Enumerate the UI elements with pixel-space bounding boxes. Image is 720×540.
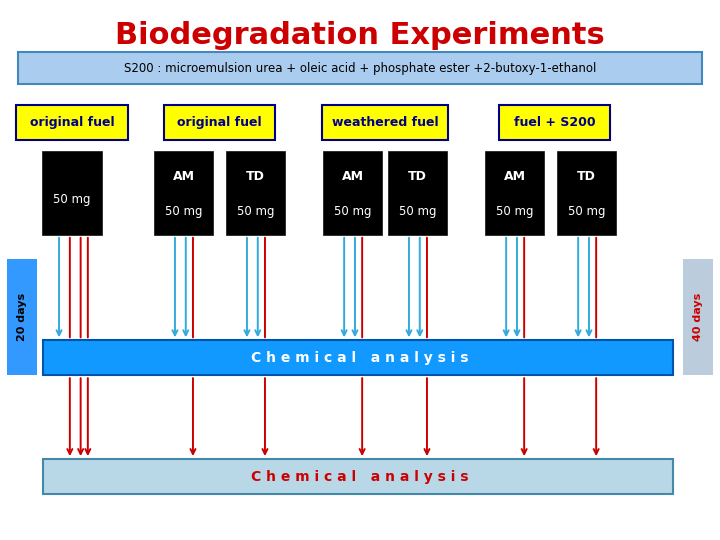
Bar	[42, 151, 102, 235]
Text: 50 mg: 50 mg	[237, 205, 274, 218]
Bar	[498, 105, 611, 140]
Bar	[323, 105, 448, 140]
Bar	[683, 259, 713, 375]
Text: AM: AM	[504, 170, 526, 183]
Bar	[485, 151, 544, 235]
Text: original fuel: original fuel	[177, 116, 262, 130]
Text: weathered fuel: weathered fuel	[332, 116, 438, 130]
Text: TD: TD	[246, 170, 265, 183]
Text: C h e m i c a l   a n a l y s i s: C h e m i c a l a n a l y s i s	[251, 351, 469, 364]
Bar	[154, 151, 213, 235]
Text: 50 mg: 50 mg	[53, 193, 91, 206]
Text: AM: AM	[173, 170, 194, 183]
Text: 50 mg: 50 mg	[334, 205, 372, 218]
Text: C h e m i c a l   a n a l y s i s: C h e m i c a l a n a l y s i s	[251, 470, 469, 483]
Text: 50 mg: 50 mg	[496, 205, 534, 218]
Text: 50 mg: 50 mg	[165, 205, 202, 218]
Text: 40 days: 40 days	[693, 293, 703, 341]
Bar	[43, 340, 673, 375]
Text: 50 mg: 50 mg	[399, 205, 436, 218]
Bar	[226, 151, 285, 235]
Bar	[323, 151, 382, 235]
Text: 50 mg: 50 mg	[568, 205, 606, 218]
Text: S200 : microemulsion urea + oleic acid + phosphate ester +2-butoxy-1-ethanol: S200 : microemulsion urea + oleic acid +…	[124, 62, 596, 75]
Bar	[43, 459, 673, 494]
Text: TD: TD	[408, 170, 427, 183]
Bar	[388, 151, 447, 235]
Text: Biodegradation Experiments: Biodegradation Experiments	[115, 21, 605, 50]
Bar	[7, 259, 37, 375]
Bar	[17, 105, 128, 140]
Text: TD: TD	[577, 170, 596, 183]
Text: AM: AM	[342, 170, 364, 183]
Bar	[163, 105, 275, 140]
Text: original fuel: original fuel	[30, 116, 114, 130]
Bar	[18, 52, 702, 84]
Bar	[557, 151, 616, 235]
Text: fuel + S200: fuel + S200	[513, 116, 595, 130]
Text: 20 days: 20 days	[17, 293, 27, 341]
